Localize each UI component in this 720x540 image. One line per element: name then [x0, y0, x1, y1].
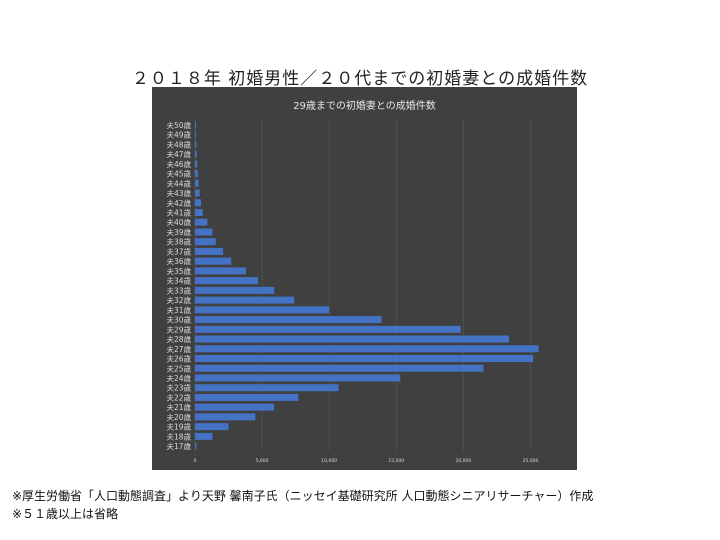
x-tick-label: 20,000 — [455, 458, 471, 464]
bar — [195, 218, 208, 226]
bar — [195, 384, 339, 392]
x-tick-label: 0 — [194, 458, 197, 464]
bar — [195, 306, 330, 314]
bar — [195, 413, 256, 421]
category-label: 夫48歳 — [166, 139, 191, 149]
bar — [195, 228, 213, 236]
category-label: 夫21歳 — [166, 402, 191, 412]
bar-chart: 0 5,000 10,000 15,000 20,000 25,000夫50歳夫49歳夫4… — [166, 120, 539, 464]
category-label: 夫50歳 — [166, 120, 191, 130]
category-label: 夫43歳 — [166, 188, 191, 198]
category-label: 夫35歳 — [166, 266, 191, 276]
chart-title: 29歳までの初婚妻との成婚件数 — [293, 101, 436, 112]
bar — [195, 316, 382, 324]
bar — [195, 364, 484, 372]
category-label: 夫19歳 — [166, 422, 191, 432]
bar — [195, 393, 299, 401]
bar — [195, 442, 197, 450]
category-label: 夫36歳 — [166, 256, 191, 266]
x-tick-label: 15,000 — [388, 458, 404, 464]
category-label: 夫25歳 — [166, 363, 191, 373]
category-label: 夫47歳 — [166, 149, 191, 159]
bar — [195, 247, 224, 255]
category-label: 夫32歳 — [166, 295, 191, 305]
x-tick-label: 5,000 — [256, 458, 269, 464]
source-note: ※厚生労働省「人口動態調査」より天野 馨南子氏（ニッセイ基礎研究所 人口動態シニ… — [12, 489, 594, 503]
category-label: 夫49歳 — [166, 130, 191, 140]
bar — [195, 199, 202, 207]
bar — [195, 208, 203, 216]
category-label: 夫39歳 — [166, 227, 191, 237]
category-label: 夫28歳 — [166, 334, 191, 344]
bar — [195, 131, 197, 139]
slide-title: ２０１８年 初婚男性／２０代までの初婚妻との成婚件数 — [131, 69, 589, 89]
category-label: 夫26歳 — [166, 354, 191, 364]
category-label: 夫31歳 — [166, 305, 191, 315]
category-label: 夫46歳 — [166, 159, 191, 169]
omission-note: ※５１歳以上は省略 — [12, 507, 119, 521]
category-label: 夫44歳 — [166, 178, 191, 188]
bar — [195, 355, 534, 363]
bar — [195, 160, 198, 168]
category-label: 夫27歳 — [166, 344, 191, 354]
category-label: 夫23歳 — [166, 383, 191, 393]
chart-panel: 29歳までの初婚妻との成婚件数 0 5,000 10,000 15,000 20,000… — [152, 87, 577, 470]
bar — [195, 170, 198, 178]
bar — [195, 403, 275, 411]
bar — [195, 296, 295, 304]
bar — [195, 257, 232, 265]
category-label: 夫40歳 — [166, 217, 191, 227]
bar — [195, 150, 197, 158]
category-label: 夫29歳 — [166, 324, 191, 334]
bar — [195, 286, 275, 294]
category-label: 夫41歳 — [166, 207, 191, 217]
bar — [195, 345, 539, 353]
category-label: 夫24歳 — [166, 373, 191, 383]
bar — [195, 267, 246, 275]
category-label: 夫22歳 — [166, 392, 191, 402]
category-label: 夫30歳 — [166, 315, 191, 325]
bar — [195, 189, 200, 197]
category-label: 夫34歳 — [166, 276, 191, 286]
x-tick-label: 25,000 — [523, 458, 539, 464]
category-label: 夫18歳 — [166, 431, 191, 441]
category-label: 夫20歳 — [166, 412, 191, 422]
bar — [195, 432, 213, 440]
category-label: 夫38歳 — [166, 237, 191, 247]
bar — [195, 325, 461, 333]
bar — [195, 423, 229, 431]
bar — [195, 121, 196, 129]
category-label: 夫17歳 — [166, 441, 191, 451]
bar — [195, 277, 259, 285]
bar — [195, 374, 401, 382]
category-label: 夫45歳 — [166, 169, 191, 179]
x-tick-label: 10,000 — [321, 458, 337, 464]
bar — [195, 140, 197, 148]
bar — [195, 179, 199, 187]
bar — [195, 238, 216, 246]
bar — [195, 335, 509, 343]
category-label: 夫33歳 — [166, 285, 191, 295]
category-label: 夫42歳 — [166, 198, 191, 208]
category-label: 夫37歳 — [166, 246, 191, 256]
